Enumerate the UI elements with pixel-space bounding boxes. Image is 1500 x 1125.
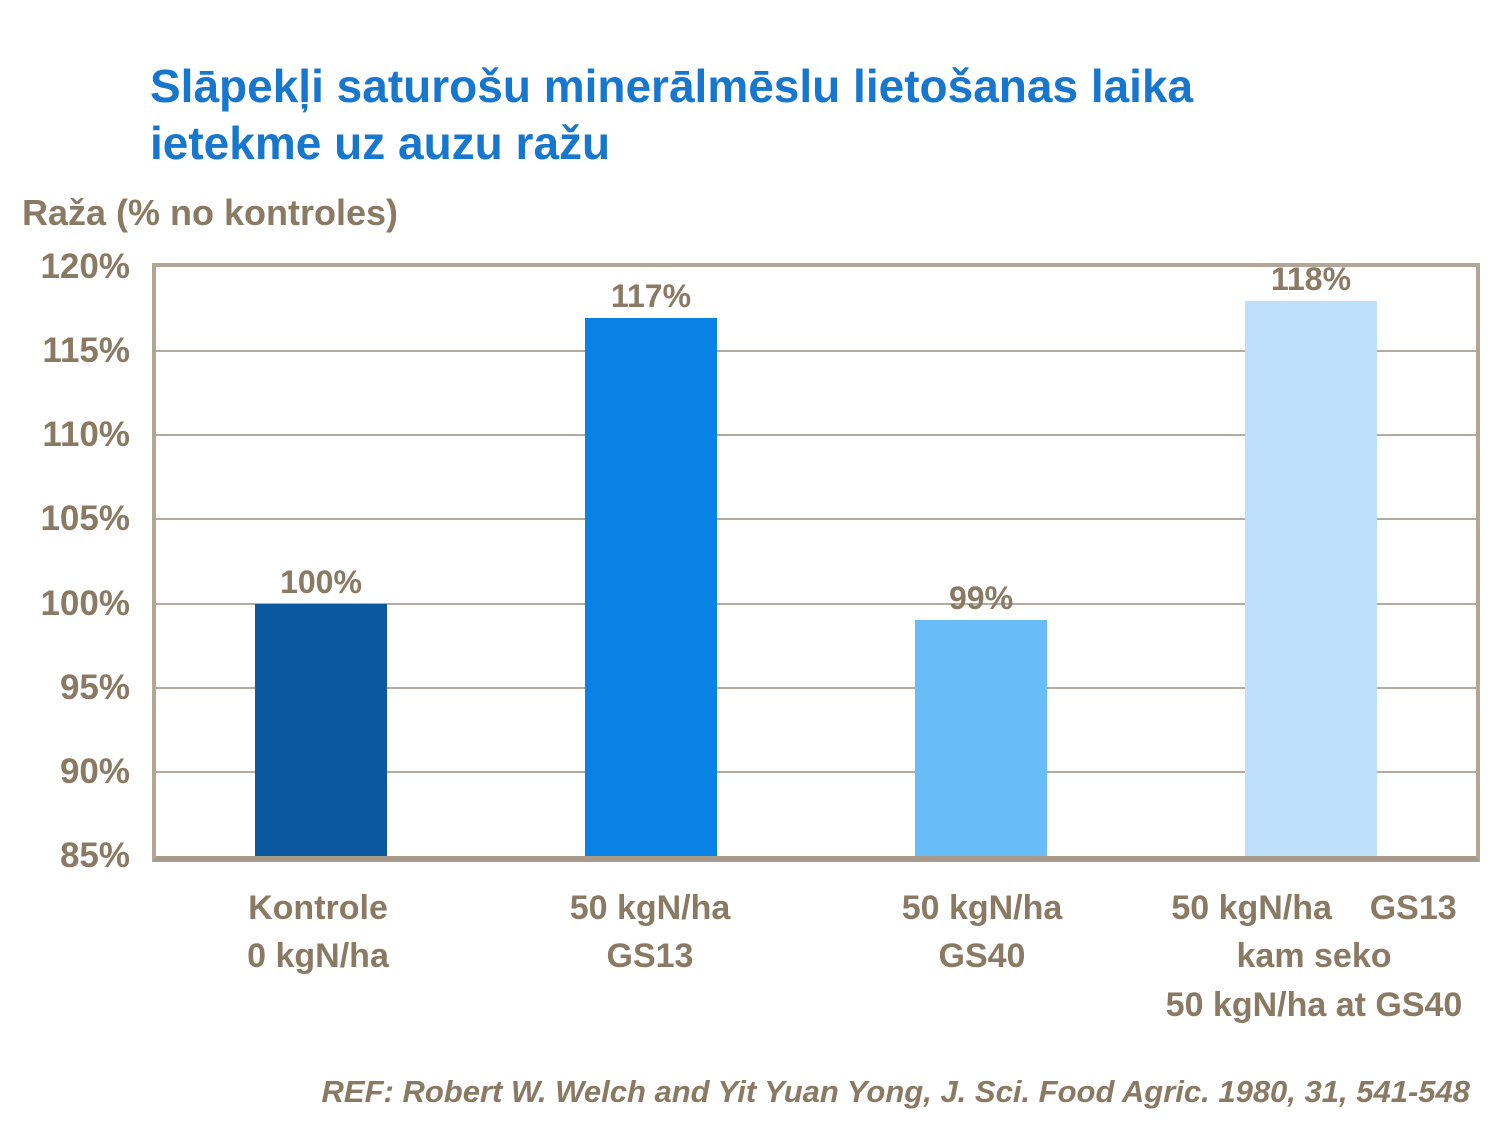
x-category-label: 50 kgN/ha GS13 kam seko 50 kgN/ha at GS4… <box>1165 889 1463 1024</box>
chart-title-line-2: ietekme uz auzu ražu <box>150 117 611 170</box>
x-category-label: 50 kgN/ha GS40 <box>901 889 1063 976</box>
chart-title-line-1: Slāpekļi saturošu minerālmēslu lietošana… <box>150 60 1194 112</box>
y-tick-label: 95% <box>59 667 130 707</box>
y-tick-label: 105% <box>40 499 130 539</box>
gridline <box>156 602 1476 605</box>
y-tick-label: 100% <box>40 583 130 623</box>
gridline <box>156 518 1476 521</box>
bar <box>915 620 1047 856</box>
bar <box>1245 300 1377 856</box>
y-tick-label: 85% <box>59 836 130 875</box>
y-tick-label: 120% <box>40 247 130 286</box>
x-category-label: Kontrole 0 kgN/ha <box>247 889 389 976</box>
bar <box>585 317 717 856</box>
y-tick-label: 110% <box>42 415 130 455</box>
y-tick-label: 115% <box>42 331 130 371</box>
bar-value-label: 117% <box>610 277 692 314</box>
x-axis-category-labels: Kontrole 0 kgN/ha 50 kgN/ha GS13 50 kgN/ha… <box>152 884 1480 1064</box>
plot-area: 100% 117% 99% 118% <box>152 260 1480 862</box>
gridline <box>156 350 1476 353</box>
y-axis-title: Raža (% no kontroles) <box>22 192 399 233</box>
gridline <box>156 434 1476 437</box>
chart-title: Slāpekļi saturošu minerālmēslu lietošana… <box>150 58 1410 172</box>
gridline <box>156 770 1476 773</box>
gridline <box>156 686 1476 689</box>
x-category-label: 50 kgN/ha GS13 <box>569 889 731 976</box>
reference-citation: REF: Robert W. Welch and Yit Yuan Yong, … <box>321 1074 1470 1109</box>
y-axis-tick-labels: 120% 115% 110% 105% 100% 95% 90% 85% <box>0 247 130 875</box>
bar <box>255 603 387 856</box>
bar-value-label: 100% <box>280 563 362 600</box>
bar-value-label: 118% <box>1270 260 1352 297</box>
y-tick-label: 90% <box>59 751 130 791</box>
bar-value-label: 99% <box>948 580 1014 617</box>
